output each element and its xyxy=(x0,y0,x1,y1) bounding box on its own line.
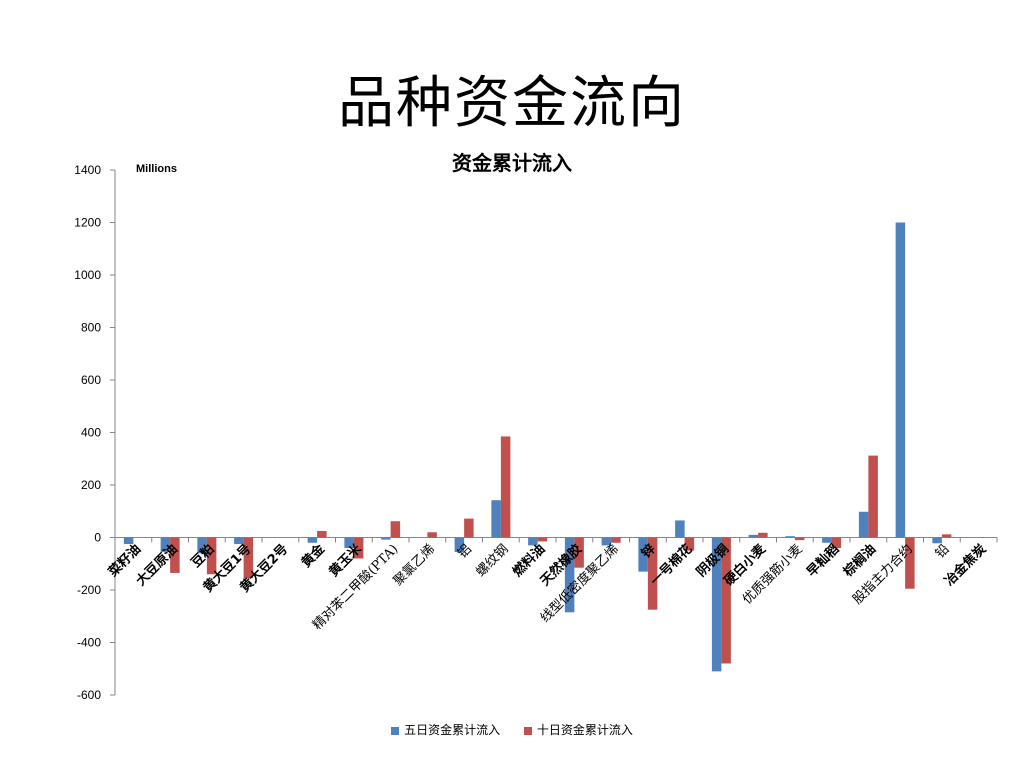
bar-five-day xyxy=(197,537,207,554)
bar-ten-day xyxy=(831,537,842,548)
bar-five-day xyxy=(675,520,685,538)
bar-ten-day xyxy=(427,532,437,538)
bar-five-day xyxy=(638,537,648,572)
category-label: 铅 xyxy=(933,542,953,562)
bar-ten-day xyxy=(868,455,878,538)
bar-ten-day xyxy=(758,532,768,538)
bar-five-day xyxy=(785,536,795,538)
bar-ten-day xyxy=(537,537,548,542)
bar-ten-day xyxy=(574,537,584,568)
bar-ten-day xyxy=(390,521,401,538)
legend-label-ten-day: 十日资金累计流入 xyxy=(536,723,633,737)
y-tick-label: 0 xyxy=(94,531,101,545)
slide-title: 品种资金流向 xyxy=(338,71,686,136)
y-tick-label: -200 xyxy=(77,583,101,597)
y-tick-label: 1200 xyxy=(74,216,101,230)
bar-ten-day xyxy=(647,537,658,610)
bar-ten-day xyxy=(464,518,474,538)
bar-five-day xyxy=(491,500,501,538)
legend-item-ten-day: 十日资金累计流入 xyxy=(523,721,633,738)
y-tick-label: 400 xyxy=(81,426,101,440)
bar-five-day xyxy=(895,222,906,538)
bar-five-day xyxy=(858,511,869,538)
bar-five-day xyxy=(564,537,575,613)
y-tick-label: 200 xyxy=(81,478,101,492)
y-tick-label: 600 xyxy=(81,373,101,387)
bar-ten-day xyxy=(905,537,915,589)
chart-legend: 五日资金累计流入 十日资金累计流入 xyxy=(0,721,1024,738)
category-label: 黄金 xyxy=(298,540,328,570)
bar-five-day xyxy=(160,537,171,552)
bar-five-day xyxy=(528,537,538,546)
bar-five-day xyxy=(381,537,391,540)
bar-ten-day xyxy=(317,530,327,538)
y-tick-label: 800 xyxy=(81,321,101,335)
y-tick-label: -600 xyxy=(77,688,101,702)
bar-ten-day xyxy=(243,537,254,579)
bar-ten-day xyxy=(721,537,731,664)
bar-five-day xyxy=(932,537,942,544)
bar-ten-day xyxy=(170,537,180,573)
bar-five-day xyxy=(234,537,244,545)
bar-ten-day xyxy=(941,534,952,538)
chart-title: 资金累计流入 xyxy=(452,151,572,175)
bar-five-day xyxy=(344,537,354,548)
category-label: 早籼稻 xyxy=(804,541,843,580)
bar-five-day xyxy=(454,537,465,552)
bar-ten-day xyxy=(500,436,511,538)
bar-five-day xyxy=(822,537,832,543)
bar-five-day xyxy=(307,537,318,543)
bar-ten-day xyxy=(611,537,621,543)
bar-five-day xyxy=(601,537,612,546)
bar-five-day xyxy=(748,534,759,538)
bar-five-day xyxy=(123,537,134,545)
legend-label-five-day: 五日资金累计流入 xyxy=(404,723,501,737)
bar-ten-day xyxy=(206,537,217,575)
bar-ten-day xyxy=(684,537,695,551)
bar-five-day xyxy=(711,537,722,672)
unit-label: Millions xyxy=(136,163,177,175)
category-label: 螺纹钢 xyxy=(474,542,512,580)
legend-swatch-ten-day xyxy=(523,726,532,735)
legend-swatch-five-day xyxy=(391,726,400,735)
legend-item-five-day: 五日资金累计流入 xyxy=(391,721,500,738)
y-tick-label: -400 xyxy=(77,636,101,650)
bar-ten-day xyxy=(794,537,805,541)
y-tick-label: 1400 xyxy=(74,163,101,177)
y-tick-label: 1000 xyxy=(74,268,101,282)
bar-ten-day xyxy=(353,537,364,559)
